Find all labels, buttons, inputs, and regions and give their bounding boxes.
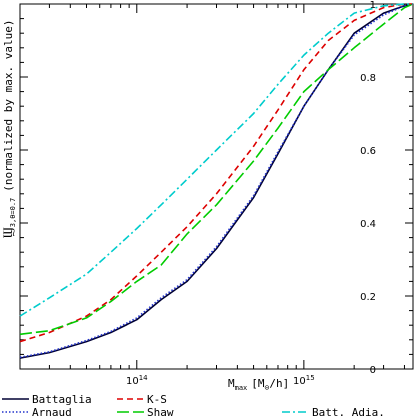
y-axis-symbol: Ϣ [1,227,16,238]
legend-label: Battaglia [32,393,92,406]
y-tick-label: 1 [370,0,376,11]
plot-area [19,3,414,370]
y-axis-subscript: 3,θ=0.7 [9,198,17,228]
y-axis-label: Ϣ3,θ=0.7 (normalized by max. value) [1,20,17,238]
axis-ticks: 0 0.2 0.4 0.6 0.8 1 1014 1015 [19,0,413,387]
x-tick-label: 1015 [293,374,315,387]
x-axis-subscript: max [235,384,248,392]
plot-frame [19,3,414,370]
legend-label: K-S [147,393,167,406]
y-tick-label: 0.4 [360,219,376,230]
x-axis-unit-tail: /h] [269,377,289,390]
y-tick-label: 0.8 [360,73,376,84]
x-axis-unit: [M [251,377,265,390]
series-line-shaw [19,3,414,336]
series-line-batt-adia [19,3,413,317]
legend-label: Shaw [147,406,174,419]
legend-label: Batt. Adia. [312,406,385,419]
legend-label: Arnaud [32,406,72,419]
series-line-battaglia [19,3,414,359]
y-tick-label: 0 [370,365,376,376]
y-tick-label: 0.2 [360,292,376,303]
y-axis-text: (normalized by max. value) [2,20,15,192]
x-tick-label: 1014 [126,374,148,387]
series-line-k-s [19,3,413,343]
y-tick-label: 0.6 [360,146,376,157]
x-axis-label: Mmax [M⊙/h] [228,377,289,392]
series-lines [19,3,414,359]
series-line-arnaud [19,3,414,359]
x-axis-symbol: M [228,377,235,390]
x-axis-unit-subscript: ⊙ [265,383,270,392]
